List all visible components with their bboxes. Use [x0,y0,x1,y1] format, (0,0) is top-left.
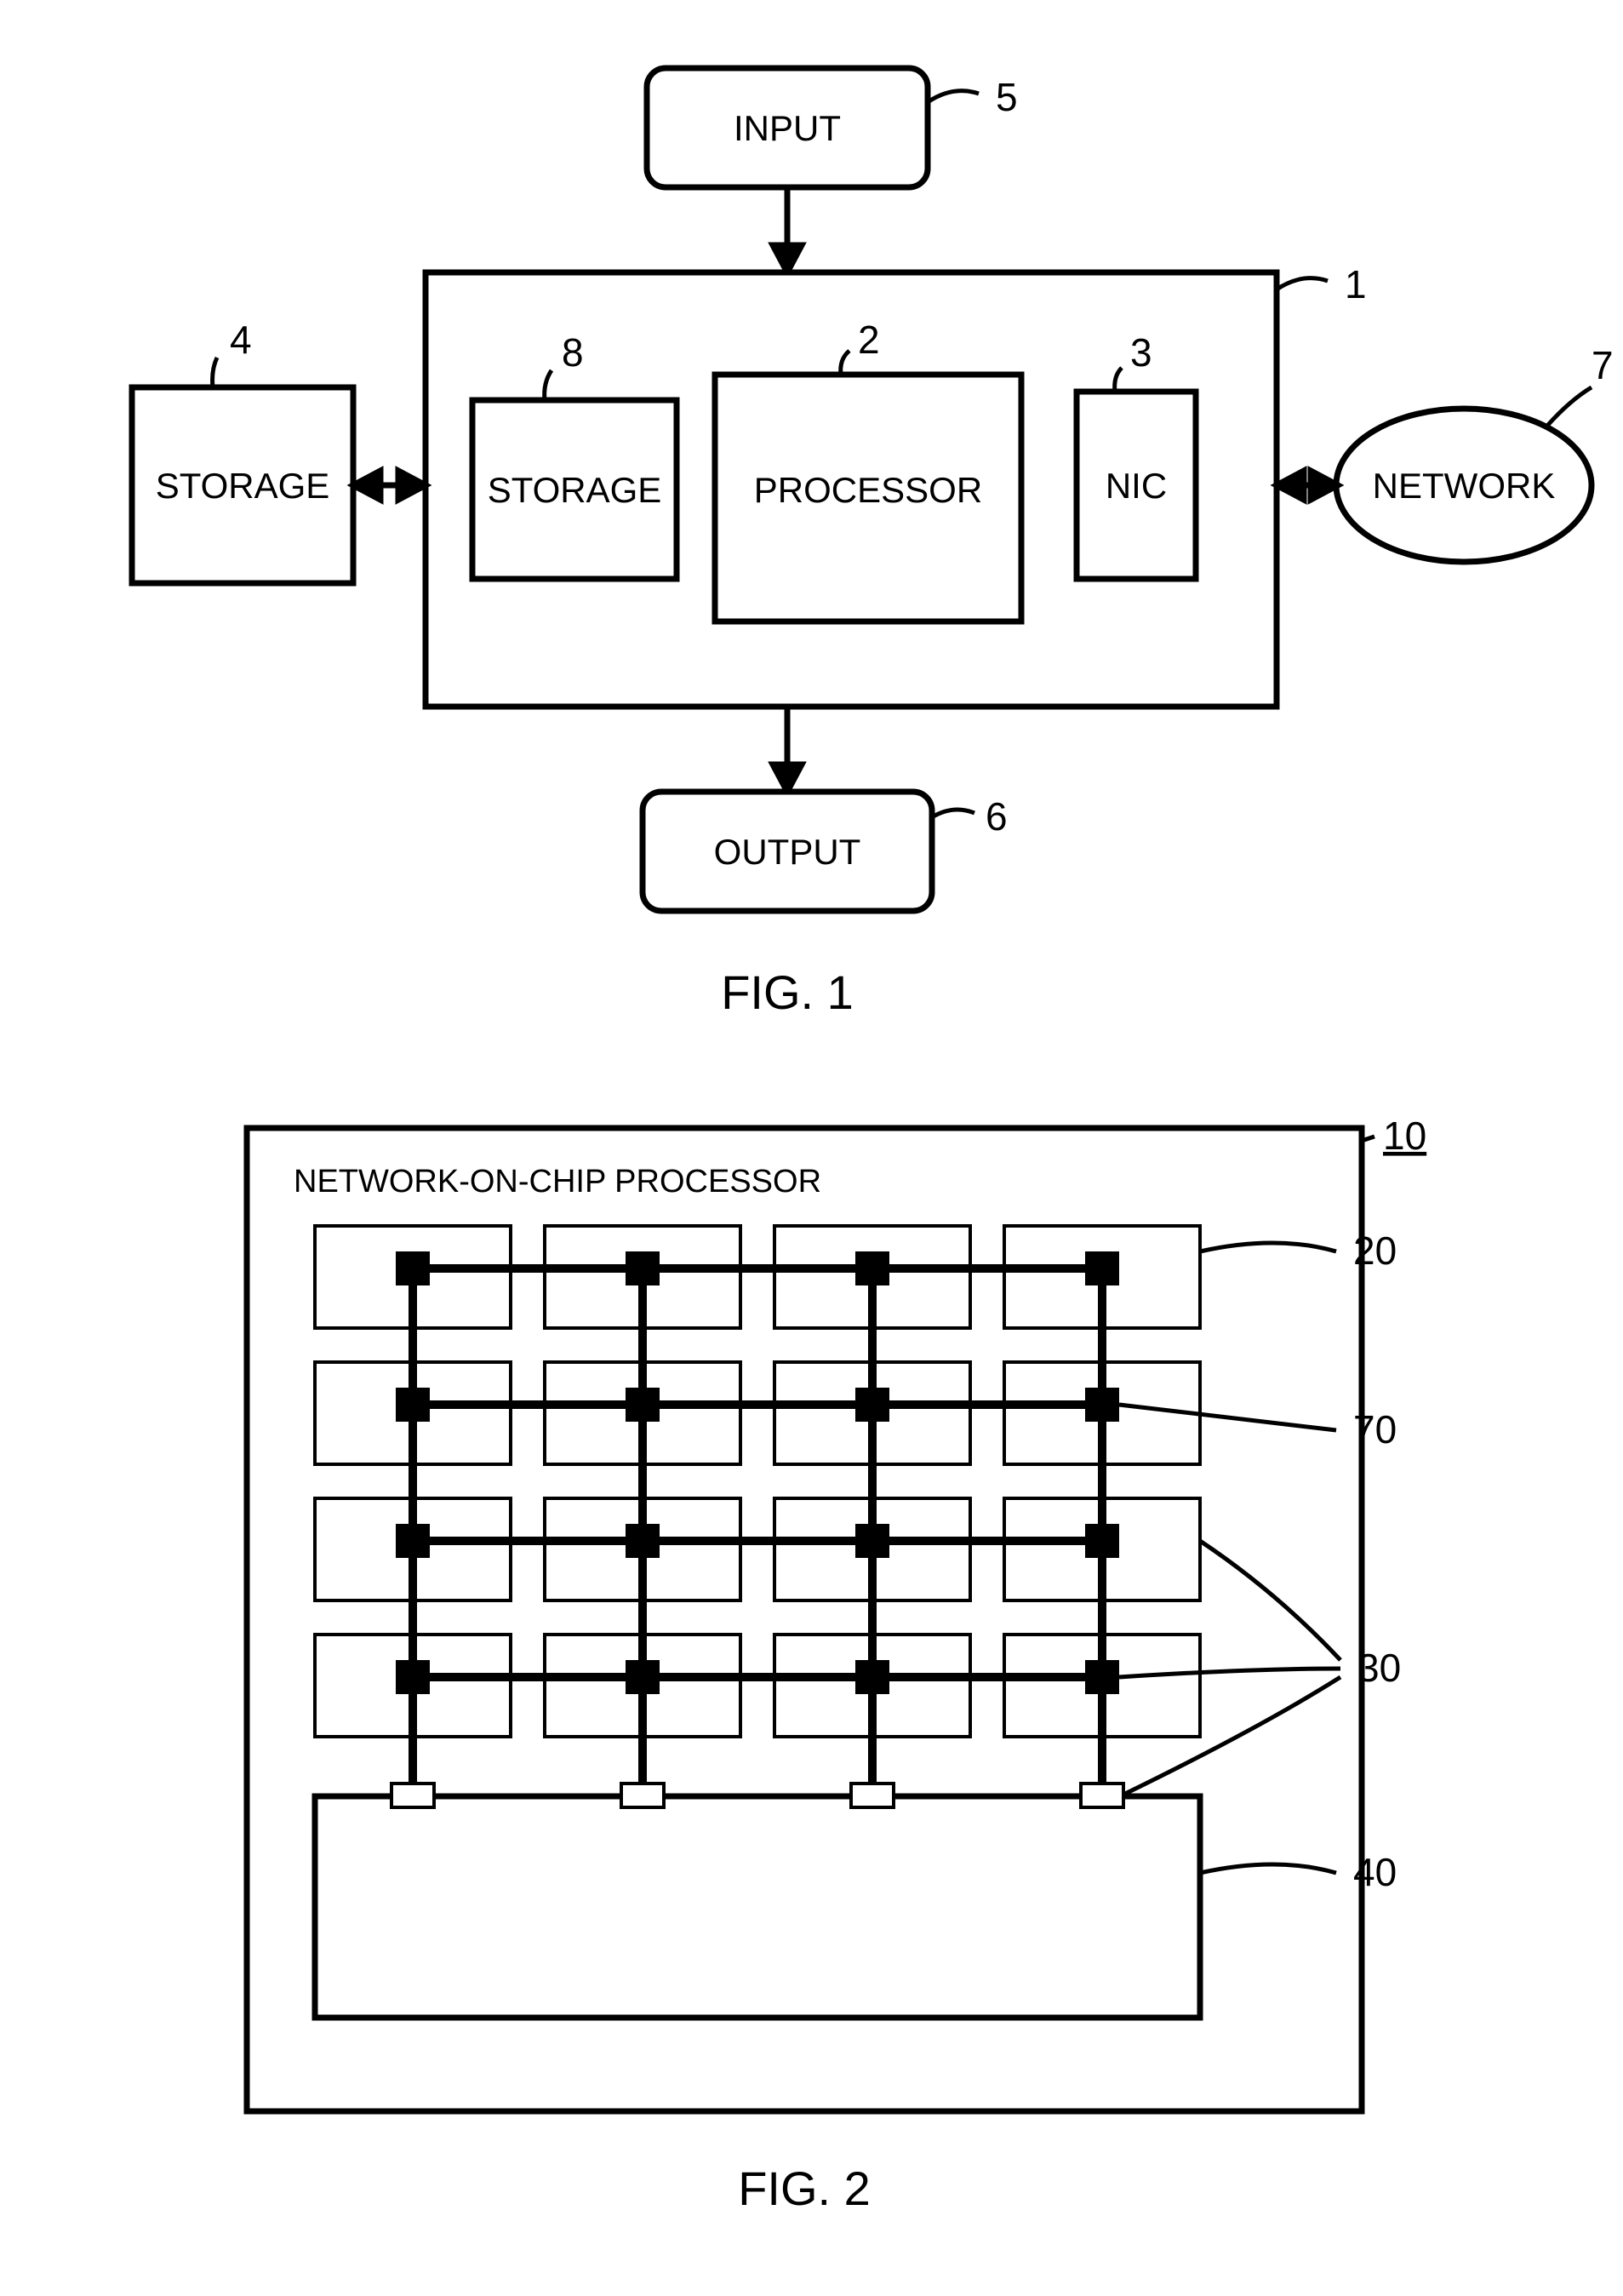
input-ref: 5 [996,75,1018,119]
bottom-ref: 40 [1353,1850,1397,1894]
bottom-block [315,1796,1200,2018]
main-ref: 1 [1345,262,1367,306]
network-ref: 7 [1592,343,1614,387]
arrow-main-network [1277,471,1338,500]
storage-ext-label: STORAGE [156,466,330,506]
network-label: NETWORK [1373,466,1556,506]
storage-int-ref: 8 [562,330,584,375]
input-leader [928,91,979,102]
arrow-storage-main [353,471,426,500]
figure-canvas: INPUT 5 1 STORAGE 4 STORAGE 8 P [0,0,1623,2296]
processor-ref: 2 [858,318,880,362]
chip-ref: 10 [1383,1114,1426,1158]
arrow-main-output [773,707,802,792]
router-ref: 70 [1353,1407,1397,1451]
storage-ext-ref: 4 [230,318,252,362]
fig2-caption: FIG. 2 [738,2161,871,2215]
storage-int-label: STORAGE [488,470,662,510]
network-leader [1547,387,1592,426]
arrow-input-main [773,187,802,272]
nic-ref: 3 [1130,330,1152,375]
output-leader [932,810,974,817]
tile-ref: 20 [1353,1228,1397,1273]
storage-ext-leader [213,358,217,387]
fig1-caption: FIG. 1 [721,965,854,1019]
chip-title: NETWORK-ON-CHIP PROCESSOR [294,1164,821,1200]
mesh-ref: 30 [1357,1646,1401,1690]
output-label: OUTPUT [714,832,861,872]
figure-2: 10 NETWORK-ON-CHIP PROCESSOR [247,1114,1426,2215]
output-ref: 6 [986,794,1008,839]
nic-label: NIC [1106,466,1167,506]
input-label: INPUT [734,108,841,148]
processor-label: PROCESSOR [754,470,982,510]
main-leader [1277,278,1328,289]
figure-1: INPUT 5 1 STORAGE 4 STORAGE 8 P [132,68,1614,1019]
